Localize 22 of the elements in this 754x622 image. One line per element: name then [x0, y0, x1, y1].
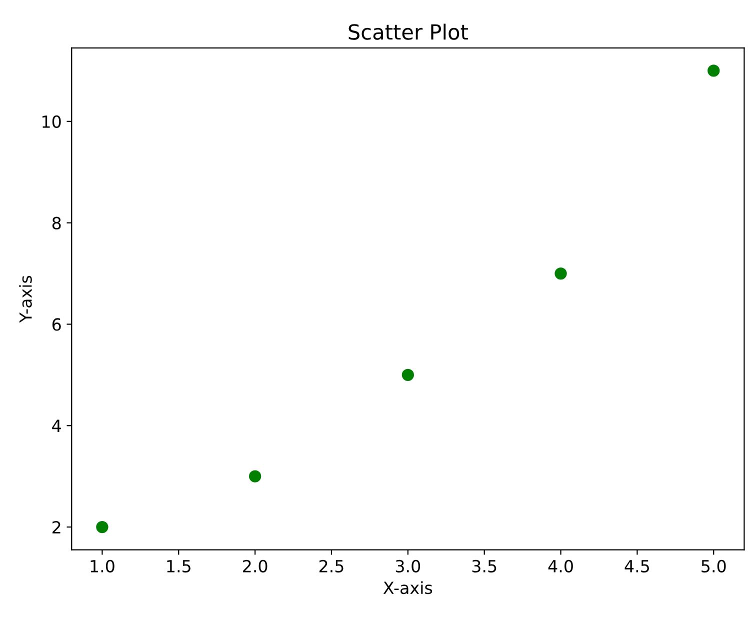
x-tick-label: 1.0 [90, 560, 114, 572]
x-tick-label: 5.0 [702, 560, 726, 572]
y-axis-title: Y-axis [19, 276, 32, 323]
x-tick-label: 3.0 [396, 560, 420, 572]
x-tick-label: 1.5 [167, 560, 190, 572]
y-tick-label: 10 [42, 115, 61, 128]
x-tick-label: 2.5 [319, 560, 344, 572]
x-tick-label: 3.5 [472, 560, 496, 572]
y-tick-label: 4 [52, 420, 61, 432]
x-tick-label: 2.0 [243, 560, 268, 572]
point [402, 368, 414, 381]
y-tick-label: 8 [52, 216, 61, 230]
y-tick-label: 6 [52, 318, 61, 331]
point [248, 470, 262, 482]
point [554, 267, 567, 280]
x-axis-title: X-axis [383, 581, 432, 594]
point [708, 64, 720, 77]
chart-title: Scatter Plot [348, 24, 468, 40]
y-tick-label: 2 [52, 520, 60, 534]
x-tick-label: 4.5 [624, 560, 649, 572]
x-tick-label: 4.0 [548, 560, 573, 572]
point [96, 520, 108, 534]
